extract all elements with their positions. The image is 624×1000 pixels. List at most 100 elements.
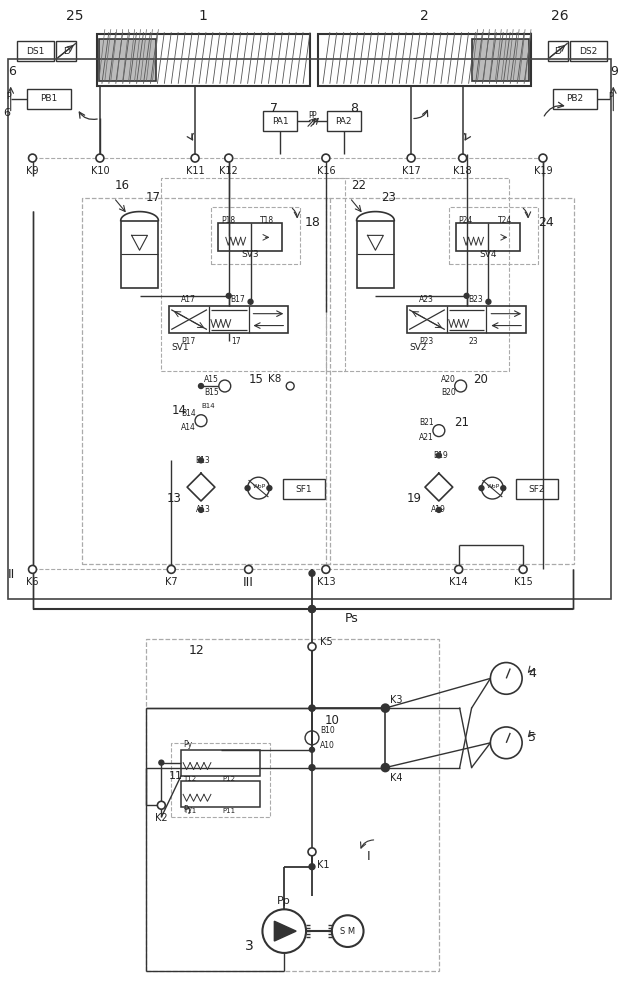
Text: 17: 17	[145, 191, 160, 204]
Text: Py: Py	[183, 740, 192, 749]
Circle shape	[479, 486, 484, 491]
Text: P17: P17	[181, 337, 195, 346]
Circle shape	[245, 486, 250, 491]
Text: 9: 9	[610, 65, 618, 78]
Text: K18: K18	[453, 166, 472, 176]
Text: Py: Py	[183, 805, 192, 814]
Circle shape	[248, 477, 270, 499]
Circle shape	[225, 154, 233, 162]
Text: SV2: SV2	[409, 343, 427, 352]
Text: 17: 17	[231, 337, 240, 346]
Text: SF1: SF1	[296, 485, 313, 494]
Circle shape	[309, 765, 315, 771]
Text: SF2: SF2	[529, 485, 545, 494]
Text: PA1: PA1	[272, 117, 288, 126]
Circle shape	[198, 384, 203, 389]
Circle shape	[436, 453, 441, 458]
Text: 8: 8	[349, 102, 358, 115]
Text: 3: 3	[245, 939, 253, 953]
Text: P: P	[6, 92, 11, 101]
Circle shape	[309, 570, 315, 576]
Text: SV4: SV4	[480, 250, 497, 259]
Text: 10: 10	[325, 714, 339, 727]
Bar	[99, 39, 157, 81]
Bar	[263, 111, 297, 131]
Circle shape	[490, 663, 522, 694]
Text: K7: K7	[165, 577, 178, 587]
Bar	[456, 223, 520, 251]
Bar	[171, 743, 270, 817]
Bar	[147, 639, 439, 971]
Text: DS2: DS2	[580, 47, 598, 56]
Text: A13: A13	[195, 505, 210, 514]
Text: B21: B21	[419, 418, 434, 427]
Bar	[570, 41, 607, 61]
Circle shape	[490, 727, 522, 759]
Text: B14: B14	[201, 403, 215, 409]
Text: B19: B19	[434, 451, 448, 460]
Bar	[516, 479, 558, 499]
Circle shape	[263, 909, 306, 953]
Circle shape	[159, 760, 164, 765]
Text: A19: A19	[431, 505, 446, 514]
Circle shape	[198, 507, 203, 512]
Text: 12: 12	[189, 644, 205, 657]
Bar	[326, 178, 509, 371]
Text: 19: 19	[407, 492, 422, 505]
Circle shape	[157, 801, 165, 809]
Text: K3: K3	[390, 695, 403, 705]
Text: K12: K12	[220, 166, 238, 176]
Text: B13: B13	[195, 456, 210, 465]
Circle shape	[381, 764, 389, 772]
Text: 7: 7	[270, 102, 278, 115]
Text: K9: K9	[26, 166, 39, 176]
Circle shape	[322, 154, 330, 162]
Text: A20: A20	[441, 375, 456, 384]
Text: 2: 2	[419, 9, 428, 23]
Text: S M: S M	[340, 927, 355, 936]
Circle shape	[486, 299, 491, 304]
Text: Pp: Pp	[278, 896, 291, 906]
Text: P: P	[311, 111, 316, 120]
Text: 14: 14	[171, 404, 187, 417]
Bar	[162, 178, 344, 371]
Circle shape	[383, 705, 388, 711]
Text: K16: K16	[316, 166, 335, 176]
Circle shape	[455, 565, 462, 573]
Polygon shape	[275, 921, 296, 941]
Circle shape	[308, 606, 316, 612]
Text: K11: K11	[186, 166, 205, 176]
Bar	[449, 207, 538, 264]
Circle shape	[539, 154, 547, 162]
Circle shape	[433, 425, 445, 437]
Text: D: D	[63, 47, 70, 56]
Text: 6: 6	[7, 65, 16, 78]
Circle shape	[309, 705, 315, 711]
Text: WoP: WoP	[487, 484, 500, 489]
Bar	[356, 221, 394, 288]
Text: 22: 22	[351, 179, 366, 192]
Circle shape	[383, 765, 388, 771]
Circle shape	[322, 565, 330, 573]
Text: 23: 23	[381, 191, 396, 204]
Text: T11: T11	[183, 808, 197, 814]
Circle shape	[436, 507, 441, 512]
Text: B14: B14	[182, 409, 196, 418]
Circle shape	[308, 643, 316, 651]
Circle shape	[383, 705, 388, 711]
Circle shape	[195, 415, 207, 427]
Circle shape	[464, 293, 469, 298]
Text: PA2: PA2	[336, 117, 352, 126]
Text: K4: K4	[390, 773, 403, 783]
Text: P12: P12	[223, 776, 236, 782]
Text: II: II	[7, 568, 15, 581]
Text: K17: K17	[402, 166, 421, 176]
Text: PB1: PB1	[40, 94, 57, 103]
Text: 23: 23	[469, 337, 478, 346]
Text: 11: 11	[169, 771, 183, 781]
Text: K6: K6	[26, 577, 39, 587]
Text: 26: 26	[551, 9, 568, 23]
Circle shape	[519, 565, 527, 573]
Text: 4: 4	[528, 667, 536, 680]
Circle shape	[267, 486, 272, 491]
